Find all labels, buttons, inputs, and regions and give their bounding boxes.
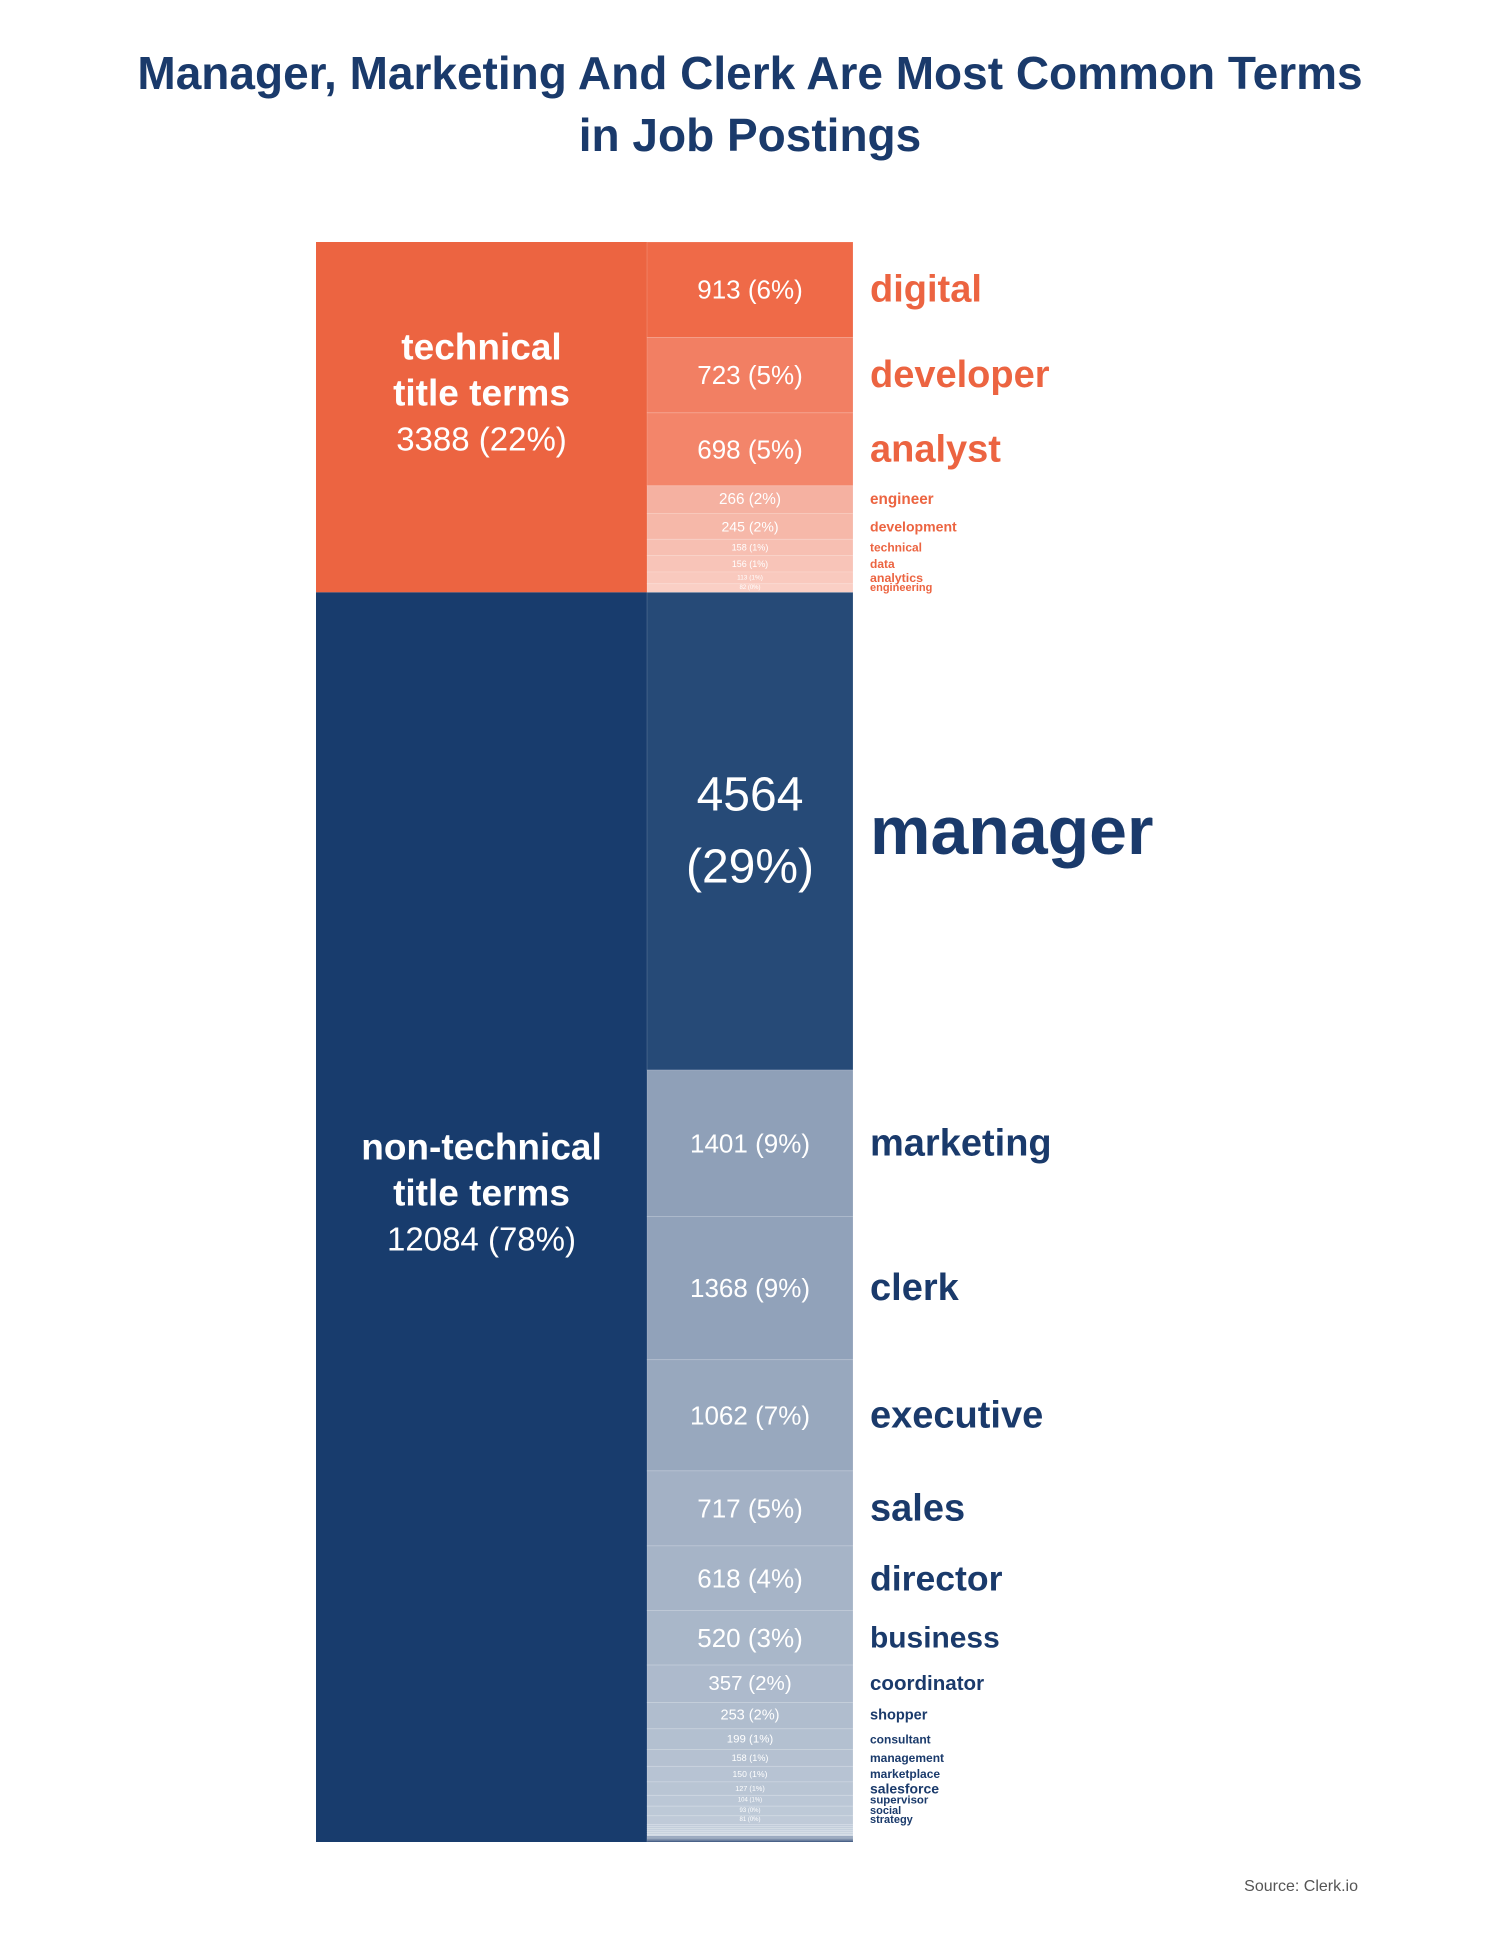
item-value-label: 4564 xyxy=(697,769,804,822)
item-bar xyxy=(646,1359,854,1472)
term-label: development xyxy=(870,518,957,534)
item-value-label: 81 (0%) xyxy=(739,1817,760,1823)
item-bar xyxy=(646,1610,854,1666)
item-bar xyxy=(646,1069,854,1217)
item-value-label: 150 (1%) xyxy=(733,1769,768,1779)
term-label: management xyxy=(870,1751,944,1765)
item-value-label: 717 (5%) xyxy=(697,1493,803,1523)
chart-title-line-1: Manager, Marketing And Clerk Are Most Co… xyxy=(137,47,1363,99)
source-note: Source: Clerk.io xyxy=(1244,1878,1358,1895)
item-value-label: 93 (0%) xyxy=(739,1808,760,1814)
group-name-line: title terms xyxy=(393,1173,570,1214)
term-label: strategy xyxy=(870,1814,914,1826)
item-bar xyxy=(646,1216,854,1361)
term-label: developer xyxy=(870,354,1050,396)
item-value-label: 245 (2%) xyxy=(721,518,778,534)
group-name-line: technical xyxy=(401,327,561,368)
item-bar xyxy=(646,337,854,414)
item-bar xyxy=(646,412,854,487)
term-label: marketplace xyxy=(870,1767,940,1781)
term-label: data xyxy=(870,557,895,571)
group-name-line: title terms xyxy=(393,373,570,414)
group-bar xyxy=(316,592,647,1842)
term-label: analytics xyxy=(870,571,923,585)
term-label: business xyxy=(870,1621,1000,1654)
term-label: coordinator xyxy=(870,1672,984,1695)
chart-title-line-2: in Job Postings xyxy=(578,109,922,161)
term-label: social xyxy=(870,1805,901,1817)
chart-title: Manager, Marketing And Clerk Are Most Co… xyxy=(0,42,1500,166)
term-label: salesforce xyxy=(870,1781,939,1797)
item-value-label: 1062 (7%) xyxy=(690,1400,810,1430)
term-label: engineering xyxy=(870,582,932,594)
term-label: manager xyxy=(870,793,1153,869)
group-bar xyxy=(316,242,647,593)
group-value-label: 12084 (78%) xyxy=(387,1221,576,1258)
item-bar xyxy=(646,1824,854,1827)
term-label: director xyxy=(870,1558,1003,1598)
item-value-label: 104 (1%) xyxy=(738,1798,762,1804)
item-bar xyxy=(646,1664,854,1703)
item-value-label: 158 (1%) xyxy=(732,542,769,552)
item-bar xyxy=(646,592,854,1071)
group-name-line: non-technical xyxy=(361,1127,602,1168)
item-value-label: 698 (5%) xyxy=(697,434,803,464)
item-value-label: 618 (4%) xyxy=(697,1563,803,1593)
term-label: analyst xyxy=(870,428,1001,470)
item-value-label: 520 (3%) xyxy=(697,1623,803,1653)
item-value-label: 357 (2%) xyxy=(708,1672,791,1695)
item-value-label: 113 (1%) xyxy=(737,574,763,581)
item-value-label: 82 (0%) xyxy=(739,585,760,591)
item-value-label: 156 (1%) xyxy=(732,559,768,569)
item-bar xyxy=(646,1826,854,1830)
term-label: clerk xyxy=(870,1267,960,1309)
item-value-label: 253 (2%) xyxy=(720,1708,779,1724)
item-value-label: 913 (6%) xyxy=(697,275,803,305)
item-bar xyxy=(646,1470,854,1547)
item-value-label: 1401 (9%) xyxy=(690,1128,810,1158)
item-value-label: 266 (2%) xyxy=(719,491,781,508)
item-value-label: 723 (5%) xyxy=(697,360,803,390)
item-bar xyxy=(646,241,854,338)
term-label: technical xyxy=(870,540,922,554)
term-label: supervisor xyxy=(870,1795,929,1807)
item-value-label: 1368 (9%) xyxy=(690,1273,810,1303)
item-value-label: 158 (1%) xyxy=(732,1753,769,1763)
item-bar xyxy=(646,1828,854,1832)
term-label: engineer xyxy=(870,491,934,508)
item-bar xyxy=(646,1702,854,1730)
item-bar xyxy=(646,485,854,514)
term-label: shopper xyxy=(870,1708,928,1724)
term-label: digital xyxy=(870,269,982,311)
term-label: consultant xyxy=(870,1732,931,1746)
term-label: sales xyxy=(870,1487,965,1529)
item-bar xyxy=(646,1840,854,1843)
term-label: marketing xyxy=(870,1122,1052,1164)
item-value-label: 199 (1%) xyxy=(727,1733,774,1745)
term-label: executive xyxy=(870,1394,1043,1436)
item-value-label: (29%) xyxy=(686,841,814,894)
item-value-label: 127 (1%) xyxy=(735,1784,765,1793)
item-bar xyxy=(646,1794,854,1807)
item-bar xyxy=(646,513,854,540)
group-value-label: 3388 (22%) xyxy=(396,421,567,458)
